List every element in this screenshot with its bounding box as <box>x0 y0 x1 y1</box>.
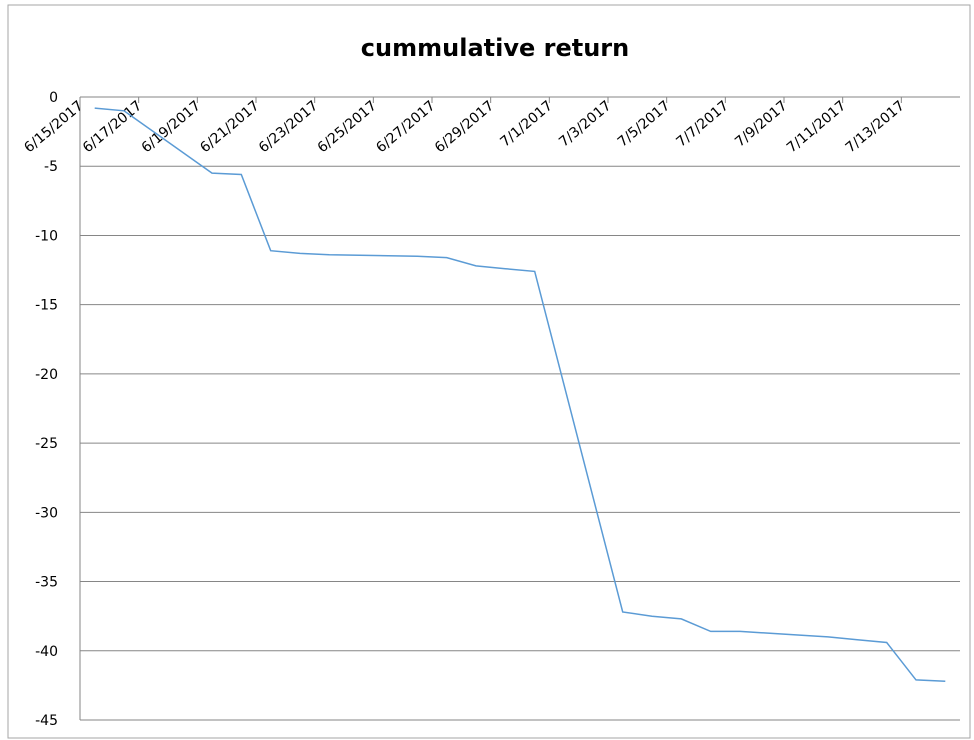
y-tick-label: -25 <box>35 436 58 452</box>
chart-title: cummulative return <box>361 34 629 62</box>
y-tick-label: -35 <box>35 575 58 591</box>
y-tick-label: -45 <box>35 713 58 729</box>
y-tick-label: -20 <box>35 367 58 383</box>
y-tick-label: -40 <box>35 644 58 660</box>
y-tick-label: -5 <box>44 159 58 175</box>
y-tick-label: -30 <box>35 505 58 521</box>
data-line <box>94 107 946 682</box>
y-tick-label: -10 <box>35 228 58 244</box>
chart-border <box>7 4 971 739</box>
y-tick-label: -15 <box>35 298 58 314</box>
y-tick-label: 0 <box>49 90 58 106</box>
